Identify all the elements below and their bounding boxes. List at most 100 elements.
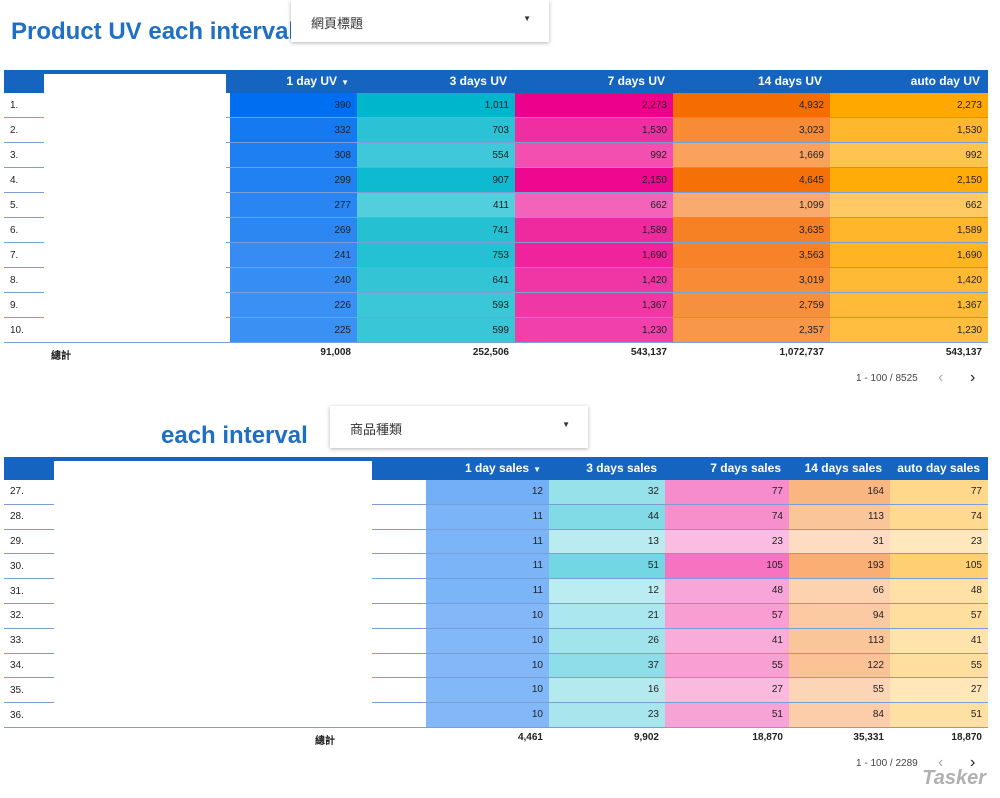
table-row: 34. 10 37 55 122 55 xyxy=(4,653,988,679)
chevron-left-icon[interactable]: ‹ xyxy=(938,754,944,771)
column-header-label: auto day UV xyxy=(910,74,980,88)
column-header-5[interactable]: auto day UV xyxy=(830,70,988,93)
table-cell: 703 xyxy=(357,118,515,143)
caret-down-icon: ▼ xyxy=(523,14,531,23)
table-cell: 26 xyxy=(549,628,665,654)
page-title-dimension-dropdown[interactable]: 網頁標題 ▼ xyxy=(291,0,549,42)
table-cell: 113 xyxy=(789,504,890,530)
column-header-1[interactable]: 1 day sales ▼ xyxy=(426,457,549,480)
row-divider xyxy=(4,578,988,580)
row-divider xyxy=(4,553,988,555)
chevron-left-icon[interactable]: ‹ xyxy=(938,369,944,386)
row-divider xyxy=(4,217,988,218)
column-header-label: 3 days UV xyxy=(449,74,507,88)
column-header-3[interactable]: 7 days sales xyxy=(665,457,789,480)
row-index: 4. xyxy=(10,174,19,186)
table-cell: 1,420 xyxy=(515,268,673,293)
column-header-4[interactable]: 14 days sales xyxy=(789,457,890,480)
column-header-2[interactable]: 3 days sales xyxy=(549,457,665,480)
row-index: 10. xyxy=(10,324,24,336)
product-category-dropdown[interactable]: 商品種類 ▼ xyxy=(330,406,588,448)
table-cell: 51 xyxy=(890,703,988,728)
table-cell: 1,011 xyxy=(357,93,515,118)
table-cell: 57 xyxy=(665,604,789,629)
table-cell: 94 xyxy=(789,604,890,629)
column-header-3[interactable]: 7 days UV xyxy=(515,70,673,93)
table-row: 32. 10 21 57 94 57 xyxy=(4,604,988,629)
table-cell: 77 xyxy=(665,480,789,505)
table-cell: 16 xyxy=(549,678,665,704)
redacted-dimension-column xyxy=(54,461,372,727)
table-cell: 2,273 xyxy=(515,93,673,118)
table-row: 10. 225 599 1,230 2,357 1,230 xyxy=(4,318,988,343)
table-cell: 3,635 xyxy=(673,218,830,243)
table-cell: 122 xyxy=(789,653,890,679)
total-value: 543,137 xyxy=(945,347,982,358)
column-header-1[interactable]: 1 day UV ▼ xyxy=(230,70,357,93)
table-row: 4. 299 907 2,150 4,645 2,150 xyxy=(4,168,988,193)
table-cell: 992 xyxy=(830,143,988,168)
table-cell: 2,273 xyxy=(830,93,988,118)
table-cell: 2,150 xyxy=(515,168,673,193)
table-cell: 1,230 xyxy=(515,318,673,343)
row-index: 5. xyxy=(10,199,19,211)
chevron-right-icon[interactable]: › xyxy=(970,369,976,386)
column-header-label: 1 day UV xyxy=(286,74,338,88)
row-divider xyxy=(4,702,988,704)
table-row: 7. 241 753 1,690 3,563 1,690 xyxy=(4,243,988,268)
table-row: 36. 10 23 51 84 51 xyxy=(4,703,988,728)
table-cell: 269 xyxy=(230,218,357,243)
table-cell: 10 xyxy=(426,678,549,704)
row-index: 33. xyxy=(10,635,24,647)
row-index: 36. xyxy=(10,709,24,721)
table-cell: 11 xyxy=(426,579,549,604)
pagination-range: 1 - 100 / 8525 xyxy=(856,373,918,384)
table-row: 29. 11 13 23 31 23 xyxy=(4,529,988,555)
total-value: 543,137 xyxy=(630,347,667,358)
total-value: 1,072,737 xyxy=(779,347,825,358)
table-row: 31. 11 12 48 66 48 xyxy=(4,579,988,604)
table-cell: 164 xyxy=(789,480,890,505)
column-header-4[interactable]: 14 days UV xyxy=(673,70,830,93)
row-divider xyxy=(4,652,988,654)
pagination-range: 1 - 100 / 2289 xyxy=(856,758,918,769)
table-row: 1. 390 1,011 2,273 4,932 2,273 xyxy=(4,93,988,118)
table-cell: 105 xyxy=(665,554,789,580)
table-cell: 12 xyxy=(549,579,665,604)
table-cell: 2,150 xyxy=(830,168,988,193)
table-cell: 1,690 xyxy=(515,243,673,268)
row-divider xyxy=(4,192,988,193)
table-cell: 240 xyxy=(230,268,357,293)
sort-desc-icon[interactable]: ▼ xyxy=(533,465,541,474)
column-header-2[interactable]: 3 days UV xyxy=(357,70,515,93)
table-cell: 44 xyxy=(549,504,665,530)
table-cell: 2,759 xyxy=(673,293,830,318)
table-cell: 37 xyxy=(549,653,665,679)
table-cell: 662 xyxy=(515,193,673,218)
table-cell: 1,230 xyxy=(830,318,988,343)
table-cell: 113 xyxy=(789,628,890,654)
table-cell: 10 xyxy=(426,604,549,629)
table-row: 35. 10 16 27 55 27 xyxy=(4,678,988,704)
table-cell: 11 xyxy=(426,554,549,580)
row-divider xyxy=(4,503,988,505)
table-cell: 12 xyxy=(426,480,549,505)
table-cell: 1,367 xyxy=(830,293,988,318)
table-cell: 299 xyxy=(230,168,357,193)
watermark-logo: Tasker xyxy=(922,767,986,789)
row-index: 31. xyxy=(10,585,24,597)
table-cell: 226 xyxy=(230,293,357,318)
row-divider xyxy=(4,267,988,268)
table-cell: 3,023 xyxy=(673,118,830,143)
column-header-label: 14 days UV xyxy=(757,74,822,88)
table-cell: 753 xyxy=(357,243,515,268)
table-row: 5. 277 411 662 1,099 662 xyxy=(4,193,988,218)
table-cell: 27 xyxy=(890,678,988,704)
sort-desc-icon[interactable]: ▼ xyxy=(341,78,349,87)
column-header-5[interactable]: auto day sales xyxy=(890,457,988,480)
chevron-right-icon[interactable]: › xyxy=(970,754,976,771)
table-cell: 23 xyxy=(549,703,665,728)
table-cell: 1,530 xyxy=(515,118,673,143)
table-cell: 4,645 xyxy=(673,168,830,193)
row-index: 28. xyxy=(10,511,24,523)
